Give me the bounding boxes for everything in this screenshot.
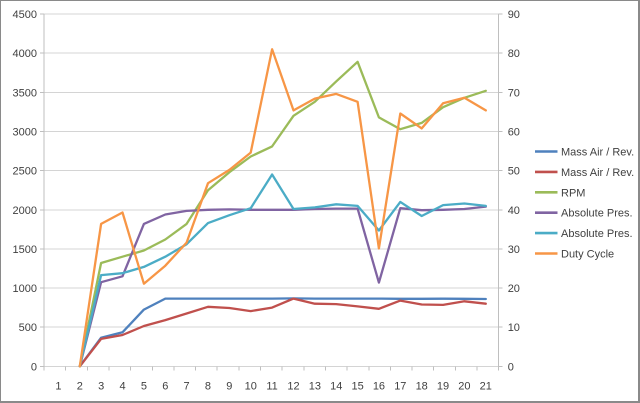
legend-label-mass-air-rev-2: Mass Air / Rev. (561, 167, 634, 179)
series-line-duty-cycle (78, 48, 487, 368)
legend-label-duty-cycle: Duty Cycle (561, 249, 614, 261)
x-axis-label: 12 (287, 380, 299, 392)
x-axis-label: 1 (55, 380, 61, 392)
y-left-axis-label: 3000 (13, 127, 37, 139)
y-right-axis-label: 70 (508, 87, 520, 99)
y-left-axis-label: 1000 (13, 283, 37, 295)
y-left-axis-label: 2500 (13, 166, 37, 178)
series-line-absolute-pres-2 (78, 173, 487, 368)
x-axis-label: 21 (480, 380, 492, 392)
x-axis-label: 10 (245, 380, 257, 392)
y-left-axis-label: 0 (31, 361, 37, 373)
x-axis-label: 8 (205, 380, 211, 392)
x-axis-label: 3 (98, 380, 104, 392)
y-right-axis-label: 50 (508, 166, 520, 178)
x-axis-label: 4 (119, 380, 125, 392)
y-right-axis-label: 0 (508, 361, 514, 373)
series-line-absolute-pres-1 (78, 205, 487, 368)
x-axis-label: 15 (351, 380, 363, 392)
y-right-axis-label: 20 (508, 283, 520, 295)
x-axis-label: 16 (373, 380, 385, 392)
y-right-axis-label: 10 (508, 322, 520, 334)
y-right-axis-label: 80 (508, 48, 520, 60)
x-axis-label: 2 (77, 380, 83, 392)
x-axis-label: 11 (266, 380, 277, 392)
legend-label-absolute-pres-2: Absolute Pres. (561, 228, 633, 240)
x-axis-label: 14 (330, 380, 342, 392)
y-left-axis-label: 500 (19, 322, 37, 334)
x-axis-label: 13 (309, 380, 321, 392)
y-left-axis-label: 2000 (13, 205, 37, 217)
series-line-mass-air-rev-2 (78, 297, 487, 368)
x-axis-label: 20 (458, 380, 470, 392)
x-axis-label: 5 (141, 380, 147, 392)
series-line-mass-air-rev-1 (78, 297, 487, 368)
y-left-axis-label: 4000 (13, 48, 37, 60)
y-right-axis-label: 90 (508, 9, 520, 21)
y-right-axis-label: 60 (508, 127, 520, 139)
x-axis-label: 19 (437, 380, 449, 392)
x-axis-label: 7 (184, 380, 190, 392)
legend-label-rpm: RPM (561, 187, 585, 199)
legend-label-absolute-pres-1: Absolute Pres. (561, 208, 633, 220)
legend-label-mass-air-rev-1: Mass Air / Rev. (561, 147, 634, 159)
y-right-axis-label: 30 (508, 244, 520, 256)
x-axis-label: 6 (162, 380, 168, 392)
y-left-axis-label: 3500 (13, 87, 37, 99)
x-axis-label: 17 (394, 380, 406, 392)
x-axis-label: 9 (226, 380, 232, 392)
series-line-rpm (78, 60, 487, 368)
y-left-axis-label: 1500 (13, 244, 37, 256)
y-left-axis-label: 4500 (13, 9, 37, 21)
y-right-axis-label: 40 (508, 205, 520, 217)
x-axis-label: 18 (416, 380, 428, 392)
